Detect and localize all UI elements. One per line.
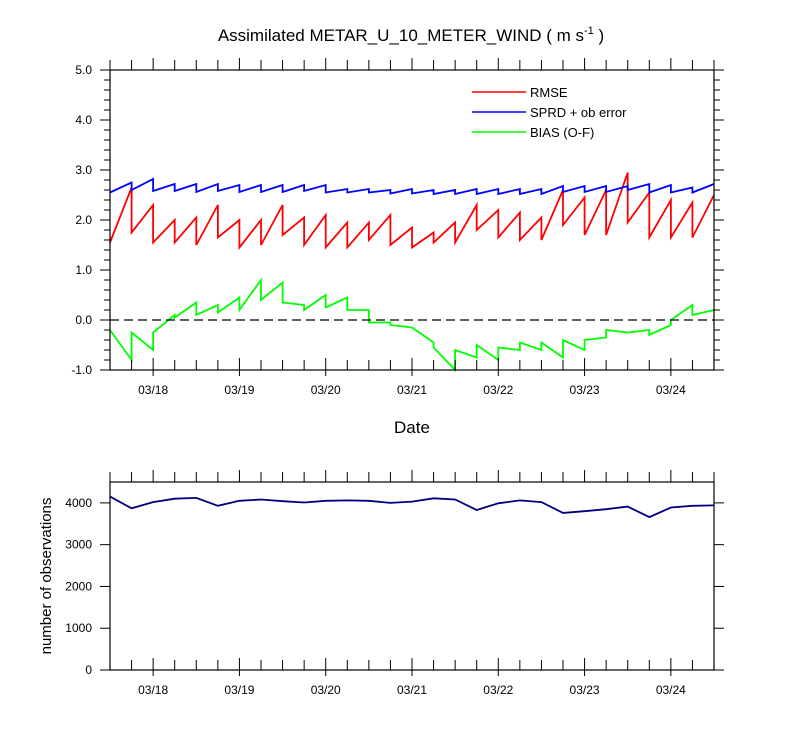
series-line-top-1: [109, 177, 715, 196]
rmse-spread-bias-panel: 03/18 03/19 03/20 03/21 03/22 03/23 03/24 -1.0 0…: [71, 58, 724, 437]
top-plot-frame: [109, 69, 715, 371]
chart-title-units-superscript: -1: [584, 25, 594, 37]
y-tick-label: 0.0: [75, 313, 92, 327]
chart-title: Assimilated METAR_U_10_METER_WIND ( m s-…: [218, 25, 604, 45]
bottom-axis-ticks: 03/18 03/19 03/20 03/21 03/22 03/23 03/24 0 1000…: [65, 470, 724, 697]
x-tick-label: 03/18: [138, 383, 168, 397]
x-tick-label: 03/22: [483, 383, 513, 397]
top-series-group: [109, 172, 715, 373]
chart-title-close: ): [594, 26, 604, 45]
y-tick-label: 2.0: [75, 213, 92, 227]
x-tick-label: 03/20: [311, 683, 341, 697]
x-tick-label: 03/21: [397, 383, 427, 397]
x-tick-label: 03/23: [570, 383, 600, 397]
y-tick-label: 3.0: [75, 163, 92, 177]
legend-label-sprd: SPRD + ob error: [530, 105, 627, 120]
y-tick-label: 0: [85, 663, 92, 677]
bottom-plot-frame: [109, 481, 715, 671]
chart-title-main: Assimilated METAR_U_10_METER_WIND ( m s: [218, 26, 584, 45]
bottom-series-group: [109, 495, 715, 519]
x-tick-label: 03/20: [311, 383, 341, 397]
x-tick-label: 03/19: [224, 383, 254, 397]
x-tick-label: 03/18: [138, 683, 168, 697]
legend-label-bias: BIAS (O-F): [530, 125, 594, 140]
series-line-top-2: [109, 277, 715, 373]
x-tick-label: 03/24: [656, 383, 686, 397]
observation-count-panel: 03/18 03/19 03/20 03/21 03/22 03/23 03/24 0 1000…: [38, 470, 724, 697]
legend: RMSE SPRD + ob error BIAS (O-F): [472, 85, 627, 140]
y-tick-label: 5.0: [75, 63, 92, 77]
y-tick-label: 4.0: [75, 113, 92, 127]
y-axis-label-observations: number of observations: [38, 498, 55, 655]
y-tick-label: 2000: [65, 579, 92, 593]
y-tick-label: -1.0: [71, 363, 92, 377]
y-tick-label: 1.0: [75, 263, 92, 277]
x-tick-label: 03/21: [397, 683, 427, 697]
x-tick-label: 03/19: [224, 683, 254, 697]
legend-label-rmse: RMSE: [530, 85, 568, 100]
series-line-bottom-0: [109, 495, 715, 519]
x-axis-label: Date: [394, 418, 430, 437]
x-tick-label: 03/24: [656, 683, 686, 697]
y-tick-label: 1000: [65, 621, 92, 635]
y-tick-label: 3000: [65, 538, 92, 552]
y-tick-label: 4000: [65, 496, 92, 510]
series-line-top-0: [109, 172, 715, 251]
x-tick-label: 03/22: [483, 683, 513, 697]
top-axis-ticks: 03/18 03/19 03/20 03/21 03/22 03/23 03/24 -1.0 0…: [71, 58, 724, 397]
x-tick-label: 03/23: [570, 683, 600, 697]
